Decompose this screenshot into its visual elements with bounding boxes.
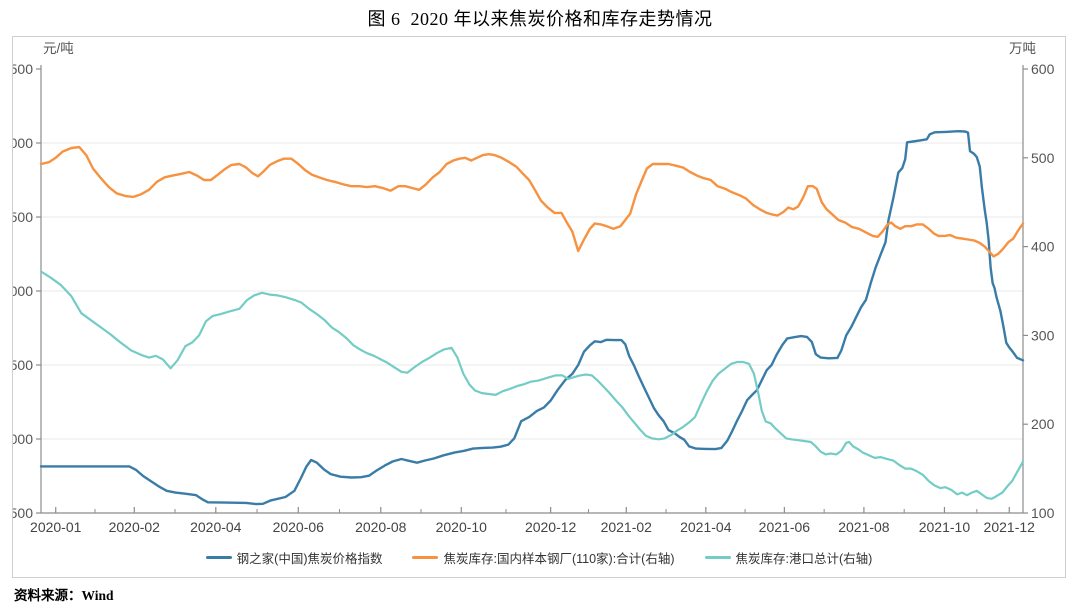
x-axis-label: 2020-04 [190,519,242,535]
series-line-1 [39,129,1025,506]
y-axis-label-left: 2500 [13,357,33,373]
x-axis-label: 2021-06 [759,519,811,535]
x-axis-label: 2021-12 [984,519,1036,535]
x-axis-label: 2020-10 [436,519,488,535]
chart-plot: 1500 2000 2500 3000 3500 4000 4500 100 200 300 400… [13,41,1055,535]
source-label: 资料来源： [14,588,82,603]
x-axis-label: 2021-02 [601,519,653,535]
series-line-2 [39,145,1025,258]
legend-swatch [704,555,731,559]
chart-title: 图 6 2020 年以来焦炭价格和库存走势情况 [367,9,713,29]
y-axis-label-left: 3000 [13,283,33,299]
legend-item-3: 焦炭库存:港口总计(右轴) [704,548,873,567]
legend-label: 焦炭库存:国内样本钢厂(110家):合计(右轴) [443,551,675,566]
y-axis-label-right: 400 [1031,239,1055,255]
y-axis-label-right: 200 [1031,416,1055,432]
y-axis-label-right: 300 [1031,327,1055,343]
legend-swatch [205,555,232,559]
y-axis-label-left: 1500 [13,505,33,521]
chart-legend: 钢之家(中国)焦炭价格指数 焦炭库存:国内样本钢厂(110家):合计(右轴) 焦炭库… [13,548,1065,566]
chart-panel: 1500 2000 2500 3000 3500 4000 4500 100 200 300 400… [12,36,1066,578]
legend-label: 钢之家(中国)焦炭价格指数 [236,551,383,566]
y-axis-label-left: 2000 [13,431,33,447]
x-axis-label: 2020-06 [273,519,325,535]
left-axis-unit: 元/吨 [43,41,74,56]
x-axis-label: 2020-01 [30,519,82,535]
x-axis-label: 2021-10 [919,519,971,535]
series-line-3 [39,270,1025,500]
right-axis-unit: 万吨 [1009,41,1036,56]
y-axis-label-right: 100 [1031,505,1055,521]
x-axis-label: 2021-04 [680,519,732,535]
x-axis-label: 2020-08 [355,519,407,535]
y-axis-label-right: 500 [1031,150,1055,166]
x-axis-label: 2020-02 [109,519,161,535]
y-axis-label-left: 4000 [13,135,33,151]
y-axis-label-left: 3500 [13,209,33,225]
legend-label: 焦炭库存:港口总计(右轴) [735,551,873,566]
x-axis-label: 2021-08 [838,519,890,535]
y-axis-label-right: 600 [1031,61,1055,77]
legend-swatch [412,555,439,559]
legend-item-1: 钢之家(中国)焦炭价格指数 [205,548,383,567]
legend-item-2: 焦炭库存:国内样本钢厂(110家):合计(右轴) [412,548,675,567]
y-axis-label-left: 4500 [13,61,33,77]
source-value: Wind [81,588,114,603]
x-axis-label: 2020-12 [525,519,577,535]
source-note: 资料来源：Wind [14,584,114,604]
